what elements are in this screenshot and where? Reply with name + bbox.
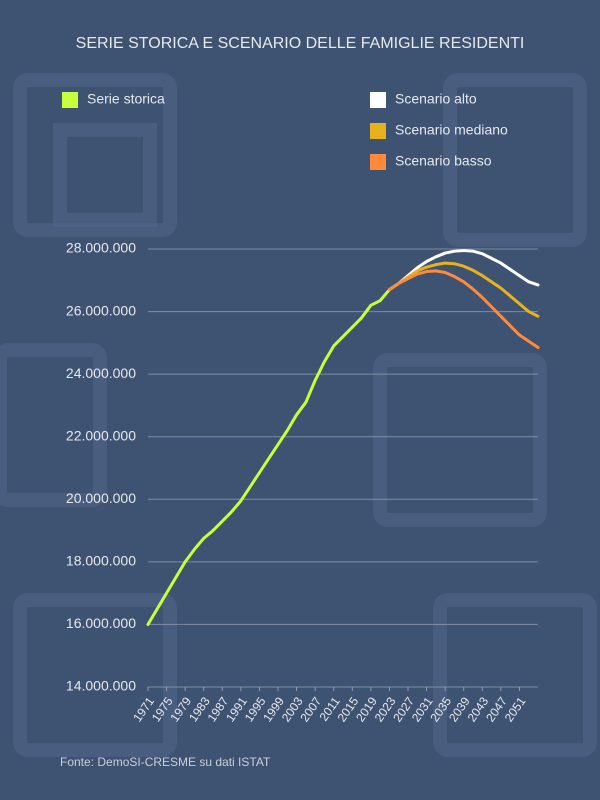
y-tick-label: 16.000.000 [66, 615, 136, 631]
y-tick-label: 20.000.000 [66, 490, 136, 506]
x-tick-label: 2051 [502, 694, 529, 724]
legend-label: Scenario alto [395, 91, 477, 107]
y-tick-label: 26.000.000 [66, 302, 136, 318]
legend-swatch [370, 123, 386, 139]
y-tick-label: 18.000.000 [66, 553, 136, 569]
legend-label: Serie storica [87, 91, 165, 107]
series-line [387, 249, 540, 292]
legend-swatch [370, 92, 386, 108]
y-tick-label: 28.000.000 [66, 240, 136, 256]
legend-swatch [370, 154, 386, 170]
legend-label: Scenario basso [395, 153, 492, 169]
background-decoration [0, 73, 597, 757]
series-line [387, 261, 540, 318]
series-line [387, 269, 540, 350]
chart-title: SERIE STORICA E SCENARIO DELLE FAMIGLIE … [76, 35, 525, 52]
y-tick-label: 14.000.000 [66, 678, 136, 694]
legend-swatch [62, 92, 78, 108]
legend-label: Scenario mediano [395, 122, 508, 138]
source-note: Fonte: DemoSI-CRESME su dati ISTAT [60, 755, 271, 769]
y-tick-label: 24.000.000 [66, 365, 136, 381]
series-line [146, 288, 391, 626]
y-tick-label: 22.000.000 [66, 427, 136, 443]
